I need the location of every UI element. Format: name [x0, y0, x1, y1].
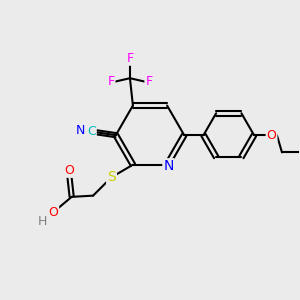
Text: F: F	[126, 52, 134, 65]
Text: C: C	[87, 125, 96, 138]
Text: F: F	[107, 75, 115, 88]
Text: H: H	[38, 215, 47, 228]
Text: S: S	[107, 170, 116, 184]
Text: N: N	[76, 124, 85, 136]
Text: O: O	[64, 164, 74, 177]
Text: N: N	[164, 159, 174, 173]
Text: O: O	[48, 206, 58, 219]
Text: F: F	[146, 75, 152, 88]
Text: O: O	[267, 129, 277, 142]
